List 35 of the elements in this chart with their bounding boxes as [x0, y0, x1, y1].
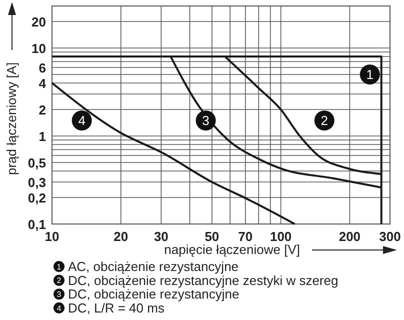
number-badge: 2 [54, 274, 64, 286]
x-tick-label: 100 [270, 229, 292, 244]
number-badge: 1 [54, 261, 64, 272]
x-tick-label: 300 [379, 229, 401, 244]
y-tick-label: 10 [32, 40, 46, 56]
y-tick-label: 0,2 [28, 190, 46, 206]
x-tick-label: 200 [338, 229, 361, 244]
number-badge: 1 [360, 64, 380, 84]
legend-label: AC, obciążenie rezystancyjne [68, 259, 239, 274]
annotation: 2 [320, 113, 328, 128]
x-tick-label: 50 [204, 229, 220, 244]
legend-label: DC, obciążenie rezystancyjne [68, 286, 240, 302]
y-tick-label: 20 [32, 14, 46, 30]
y-tick-label: 6 [38, 60, 46, 76]
annotation: 1 [366, 67, 374, 82]
x-tick-label: 30 [154, 229, 168, 244]
y-tick-label: 0,3 [28, 175, 46, 190]
number-badge: 3 [54, 288, 64, 300]
number-badge: 3 [196, 110, 216, 130]
number-badge: 2 [314, 110, 334, 130]
x-tick-label: 70 [238, 229, 253, 244]
y-tick-label: 0,1 [28, 217, 46, 232]
legend-label: DC, L/R = 40 ms [68, 300, 165, 316]
annotation: 4 [78, 113, 86, 128]
y-axis-title: prąd łączeniowy [A] [4, 62, 19, 175]
legend-label: DC, obciążenie rezystancyjne zestyki w szereg [68, 272, 338, 288]
x-axis-title: napięcie łączeniowe [V] [164, 242, 300, 257]
x-tick-label: 20 [114, 229, 128, 244]
y-tick-label: 0,5 [28, 155, 46, 170]
number-badge: 4 [72, 110, 92, 130]
number-badge: 4 [54, 302, 64, 314]
y-tick-label: 4 [38, 76, 47, 92]
y-tick-label: 1 [38, 128, 46, 144]
y-tick-label: 2 [38, 102, 46, 118]
annotation: 3 [202, 113, 210, 128]
